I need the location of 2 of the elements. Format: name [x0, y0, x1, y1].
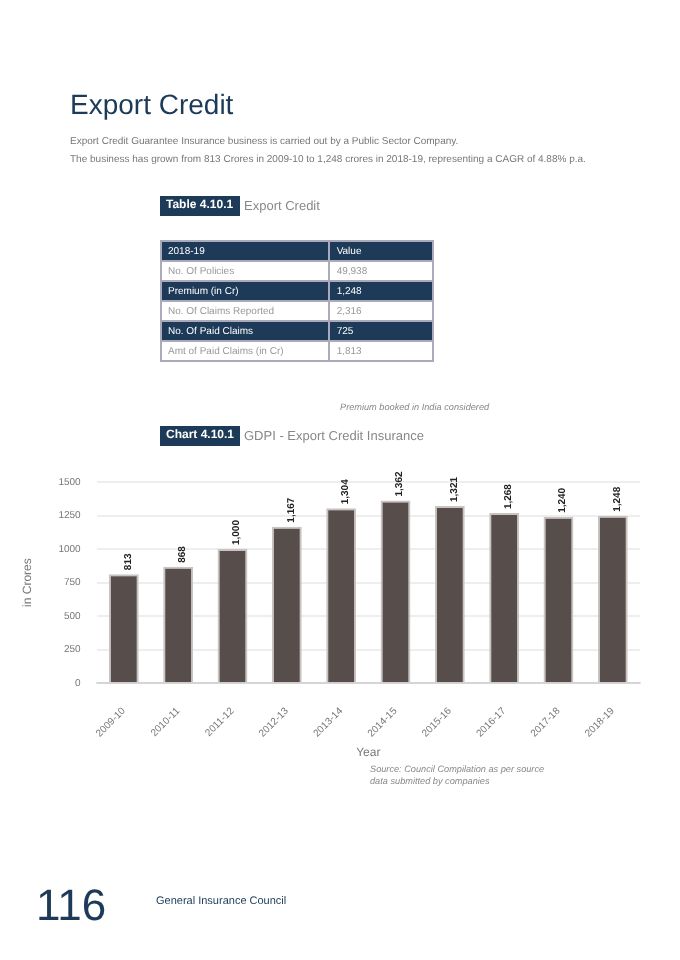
text: 116	[36, 880, 107, 932]
text: Export Credit	[70, 88, 234, 120]
